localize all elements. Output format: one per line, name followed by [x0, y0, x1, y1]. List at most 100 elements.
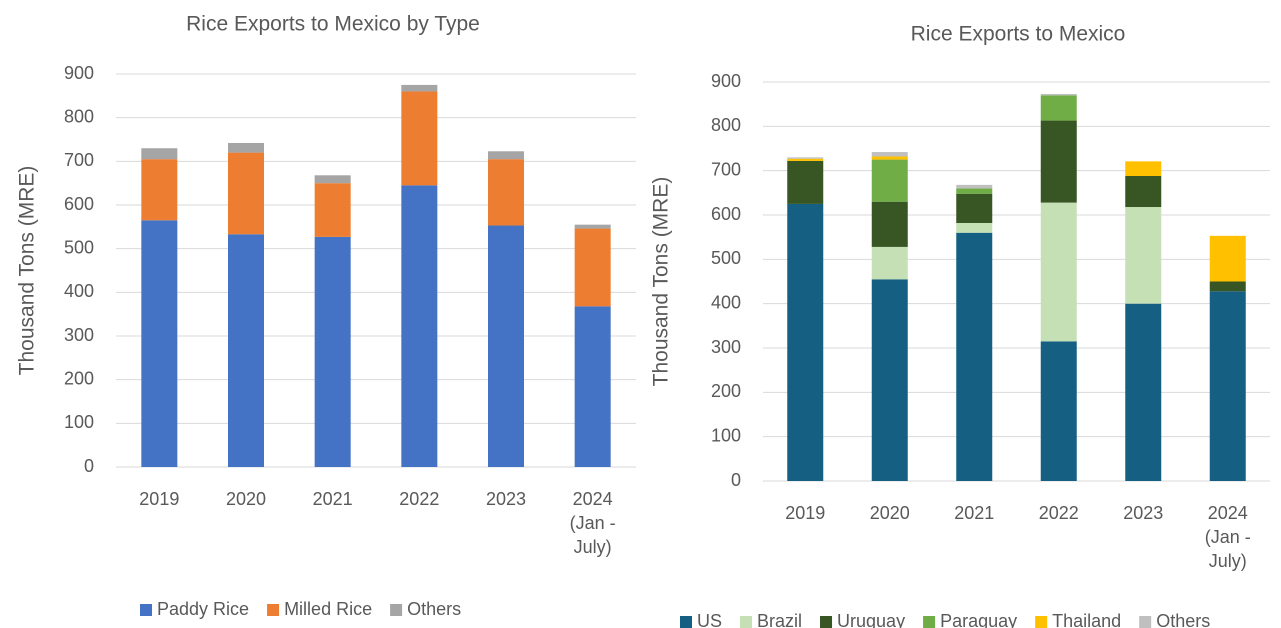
y-tick-label: 300	[711, 337, 741, 357]
bar-segment	[956, 184, 993, 189]
legend-swatch	[267, 604, 280, 616]
legend-label: Others	[1156, 611, 1210, 628]
bar-segment	[871, 246, 908, 280]
bar-segment	[228, 142, 264, 153]
legend-label: Paraguay	[940, 611, 1017, 628]
chart-title: Rice Exports to Mexico by Type	[186, 13, 480, 36]
x-tick-label: 2021	[954, 503, 995, 523]
bar-segment	[787, 158, 824, 161]
bar-segment	[1125, 207, 1162, 304]
y-tick-label: 200	[711, 381, 741, 401]
legend-swatch	[1035, 616, 1048, 628]
bar-segment	[401, 84, 438, 92]
y-tick-label: 300	[64, 325, 94, 345]
x-tick-label: 2019	[785, 503, 826, 523]
legend-label: US	[697, 611, 722, 628]
bar-segment	[871, 159, 908, 202]
x-tick-label: 2024 (Jan - July)	[569, 489, 616, 557]
legend-label: Uruguay	[837, 611, 905, 628]
y-tick-label: 600	[64, 194, 94, 214]
bar-segment	[956, 193, 993, 223]
legend-swatch	[680, 616, 692, 628]
bar-segment	[1125, 175, 1162, 208]
bar-segment	[141, 159, 178, 221]
bar-segment	[1040, 341, 1077, 481]
bar-segment	[488, 225, 524, 467]
x-tick-label: 2022	[399, 489, 440, 509]
bar-segment	[1125, 161, 1162, 176]
bar-segment	[401, 185, 438, 467]
bar-segment	[1040, 95, 1077, 121]
bar-segment	[787, 157, 824, 159]
y-tick-label: 600	[711, 204, 741, 224]
y-tick-label: 0	[731, 470, 741, 490]
x-tick-label: 2019	[139, 489, 180, 509]
legend-swatch	[740, 616, 753, 628]
bar-segment	[1209, 291, 1246, 481]
bar-segment	[871, 156, 908, 160]
y-tick-label: 500	[711, 248, 741, 268]
y-tick-label: 800	[711, 115, 741, 135]
legend-label: Milled Rice	[284, 599, 372, 619]
bar-segment	[314, 236, 351, 467]
y-tick-label: 700	[711, 159, 741, 179]
chart-title: Rice Exports to Mexico	[911, 23, 1126, 46]
bar-segment	[871, 279, 908, 481]
bar-segment	[1209, 235, 1246, 282]
y-tick-label: 100	[64, 412, 94, 432]
bar-segment	[1040, 93, 1077, 96]
legend-swatch	[1139, 616, 1152, 628]
bar-segment	[141, 148, 178, 160]
x-tick-label: 2022	[1038, 503, 1079, 523]
bar-segment	[787, 203, 824, 481]
bar-segment	[1040, 202, 1077, 342]
bar-segment	[314, 175, 351, 184]
bar-segment	[401, 91, 438, 186]
bar-segment	[574, 224, 611, 229]
legend-label: Brazil	[757, 611, 802, 628]
bar-segment	[141, 220, 178, 467]
y-tick-label: 400	[711, 292, 741, 312]
bar-segment	[488, 159, 524, 226]
bar-segment	[228, 152, 264, 235]
x-tick-label: 2020	[225, 489, 267, 509]
x-tick-label: 2021	[312, 489, 353, 509]
x-tick-label: 2024 (Jan - July)	[1204, 503, 1251, 571]
bar-segment	[228, 234, 264, 467]
y-axis-title: Thousand Tons (MRE)	[650, 177, 673, 387]
bar-segment	[314, 183, 351, 237]
x-tick-label: 2023	[485, 489, 527, 509]
bar-segment	[871, 201, 908, 247]
y-tick-label: 500	[64, 237, 94, 257]
y-tick-label: 700	[64, 150, 94, 170]
legend-swatch	[820, 616, 833, 628]
y-tick-label: 200	[64, 368, 94, 388]
y-tick-label: 400	[64, 281, 94, 301]
bar-segment	[488, 151, 524, 160]
y-tick-label: 900	[64, 63, 94, 83]
y-tick-label: 900	[711, 71, 741, 91]
x-tick-label: 2020	[869, 503, 910, 523]
y-axis-title: Thousand Tons (MRE)	[16, 166, 39, 376]
legend-swatch	[390, 604, 403, 616]
bar-segment	[1040, 120, 1077, 203]
legend-label: Others	[407, 599, 461, 619]
bar-segment	[956, 222, 993, 233]
bar-segment	[956, 188, 993, 194]
bar-segment	[574, 228, 611, 307]
bar-segment	[1125, 303, 1162, 481]
y-tick-label: 800	[64, 106, 94, 126]
y-tick-label: 100	[711, 425, 741, 445]
y-tick-label: 0	[84, 456, 94, 476]
bar-segment	[787, 160, 824, 204]
bar-segment	[871, 152, 908, 157]
bar-segment	[956, 232, 993, 481]
x-tick-label: 2023	[1123, 503, 1164, 523]
bar-segment	[574, 306, 611, 467]
legend-swatch	[140, 604, 152, 616]
legend-label: Thailand	[1052, 611, 1121, 628]
legend-swatch	[923, 616, 936, 628]
bar-segment	[1209, 281, 1246, 292]
